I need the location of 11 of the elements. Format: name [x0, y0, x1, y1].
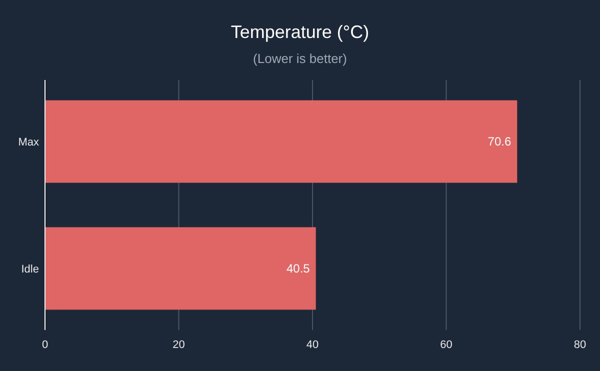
chart-subtitle: (Lower is better) — [253, 51, 347, 66]
x-tick-label: 60 — [440, 339, 452, 351]
data-label: 40.5 — [286, 262, 310, 276]
chart-title: Temperature (°C) — [230, 22, 370, 42]
x-tick-label: 20 — [172, 339, 185, 351]
x-tick-label: 40 — [306, 339, 319, 351]
x-tick-label: 0 — [42, 339, 48, 351]
y-tick-label: Max — [18, 136, 40, 148]
data-label: 70.6 — [488, 134, 512, 149]
y-tick-label: Idle — [21, 263, 39, 276]
x-tick-label: 80 — [574, 339, 586, 351]
